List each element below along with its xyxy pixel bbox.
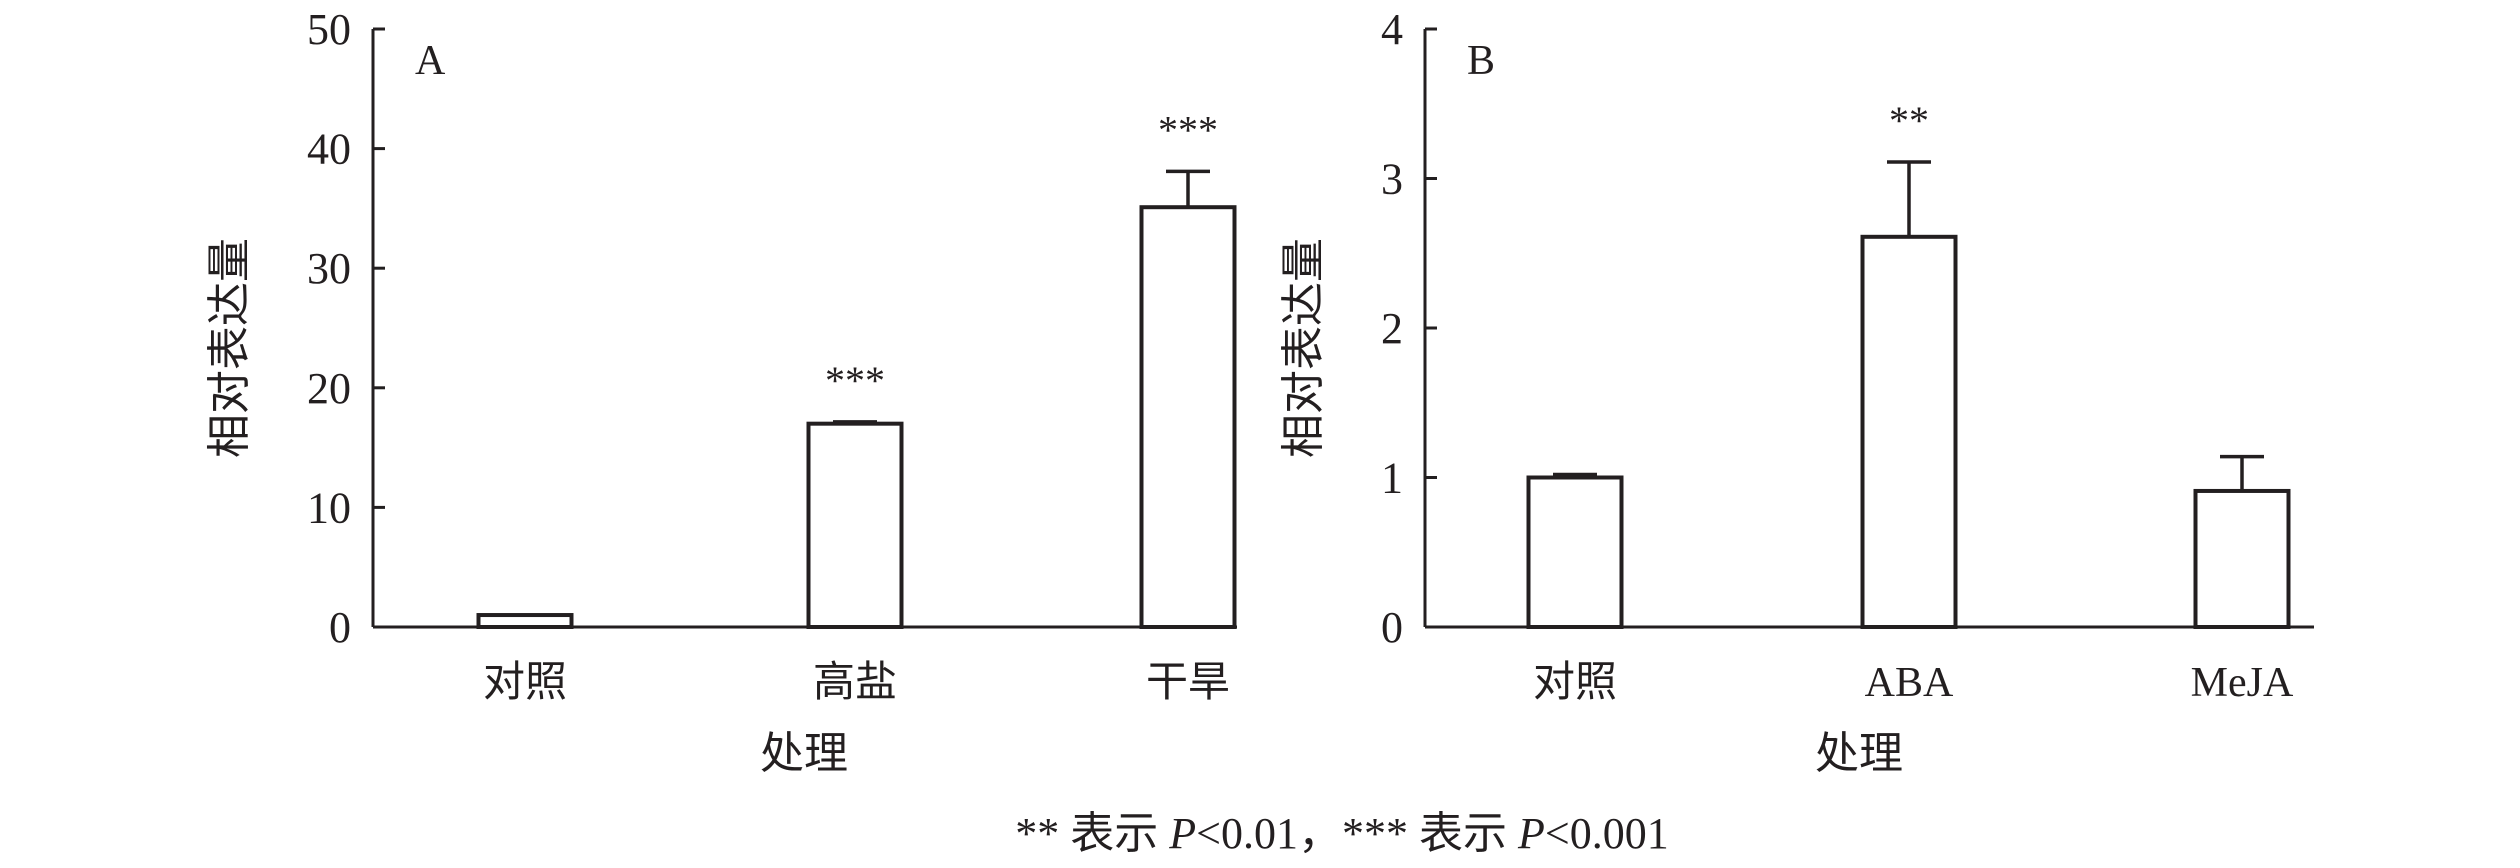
- significance-label: ***: [825, 358, 885, 403]
- category-label: ABA: [1865, 660, 1954, 706]
- significance-label: **: [1889, 98, 1929, 143]
- panel-label: A: [415, 38, 446, 84]
- y-tick-label: 3: [1381, 155, 1403, 204]
- panel-b: 0 1 2 3 4 B 对照 ** ABA MeJA 处理 相对表达量: [1279, 5, 2314, 778]
- panel-label: B: [1467, 38, 1495, 84]
- y-axis-title: 相对表达量: [1279, 238, 1328, 458]
- y-tick-label: 50: [307, 5, 351, 54]
- bar: [1139, 205, 1237, 629]
- y-tick-label: 0: [329, 603, 351, 652]
- bar: [2193, 488, 2291, 629]
- y-tick-label: 4: [1381, 5, 1403, 54]
- bar: [806, 421, 904, 629]
- category-label: 对照: [1533, 660, 1617, 706]
- y-tick-label: 30: [307, 244, 351, 293]
- y-axis-title: 相对表达量: [205, 238, 254, 458]
- bar: [1860, 234, 1958, 629]
- x-axis-title: 处理: [1815, 729, 1903, 778]
- y-tick-label: 2: [1381, 304, 1403, 353]
- category-label: 干旱: [1146, 660, 1230, 706]
- x-axis-title: 处理: [760, 729, 848, 778]
- bar: [476, 613, 574, 629]
- bar: [1526, 475, 1624, 629]
- category-label: 对照: [483, 660, 567, 706]
- significance-label: ***: [1158, 107, 1218, 152]
- y-tick-label: 20: [307, 364, 351, 413]
- y-tick-label: 40: [307, 125, 351, 174]
- category-label: 高盐: [813, 660, 897, 706]
- y-tick-label: 1: [1381, 454, 1403, 503]
- y-tick-label: 10: [307, 483, 351, 532]
- y-tick-label: 0: [1381, 603, 1403, 652]
- footnote: ** 表示 P<0.01，*** 表示 P<0.001: [1015, 809, 1668, 858]
- category-label: MeJA: [2191, 660, 2294, 706]
